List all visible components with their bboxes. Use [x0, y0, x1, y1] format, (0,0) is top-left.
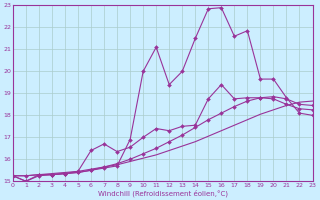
X-axis label: Windchill (Refroidissement éolien,°C): Windchill (Refroidissement éolien,°C) [98, 189, 228, 197]
